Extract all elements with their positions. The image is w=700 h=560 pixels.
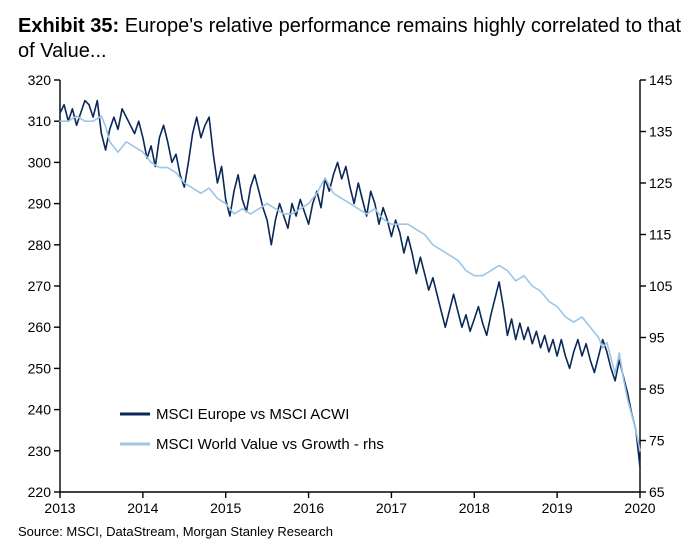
svg-text:310: 310 — [28, 113, 52, 129]
svg-text:145: 145 — [649, 72, 673, 88]
svg-text:280: 280 — [28, 237, 52, 253]
svg-text:2014: 2014 — [127, 500, 158, 516]
exhibit-title: Exhibit 35: Europe's relative performanc… — [18, 14, 682, 64]
line-chart: 2013 2014 2015 2016 2017 2018 2019 2020 220 230 24… — [18, 70, 682, 520]
svg-text:95: 95 — [649, 330, 665, 346]
svg-text:2015: 2015 — [210, 500, 241, 516]
exhibit-number: Exhibit 35: — [18, 15, 119, 37]
svg-text:65: 65 — [649, 484, 665, 500]
svg-text:MSCI Europe vs MSCI ACWI: MSCI Europe vs MSCI ACWI — [156, 406, 349, 423]
svg-text:115: 115 — [649, 227, 672, 243]
svg-text:135: 135 — [649, 124, 673, 140]
svg-text:125: 125 — [649, 175, 673, 191]
svg-text:85: 85 — [649, 381, 665, 397]
svg-text:MSCI World Value vs Growth - r: MSCI World Value vs Growth - rhs — [156, 436, 384, 453]
svg-text:2017: 2017 — [376, 500, 407, 516]
svg-text:250: 250 — [28, 360, 52, 376]
svg-text:2013: 2013 — [44, 500, 75, 516]
svg-text:230: 230 — [28, 443, 52, 459]
svg-text:220: 220 — [28, 484, 52, 500]
svg-text:270: 270 — [28, 278, 52, 294]
svg-text:2018: 2018 — [459, 500, 490, 516]
svg-text:240: 240 — [28, 402, 52, 418]
exhibit-container: Exhibit 35: Europe's relative performanc… — [0, 0, 700, 560]
svg-text:320: 320 — [28, 72, 52, 88]
svg-text:300: 300 — [28, 154, 52, 170]
svg-text:105: 105 — [649, 278, 673, 294]
svg-text:260: 260 — [28, 319, 52, 335]
svg-text:2016: 2016 — [293, 500, 324, 516]
svg-text:75: 75 — [649, 433, 665, 449]
svg-text:290: 290 — [28, 196, 52, 212]
source-line: Source: MSCI, DataStream, Morgan Stanley… — [18, 524, 682, 539]
svg-text:2020: 2020 — [624, 500, 655, 516]
svg-text:2019: 2019 — [542, 500, 573, 516]
